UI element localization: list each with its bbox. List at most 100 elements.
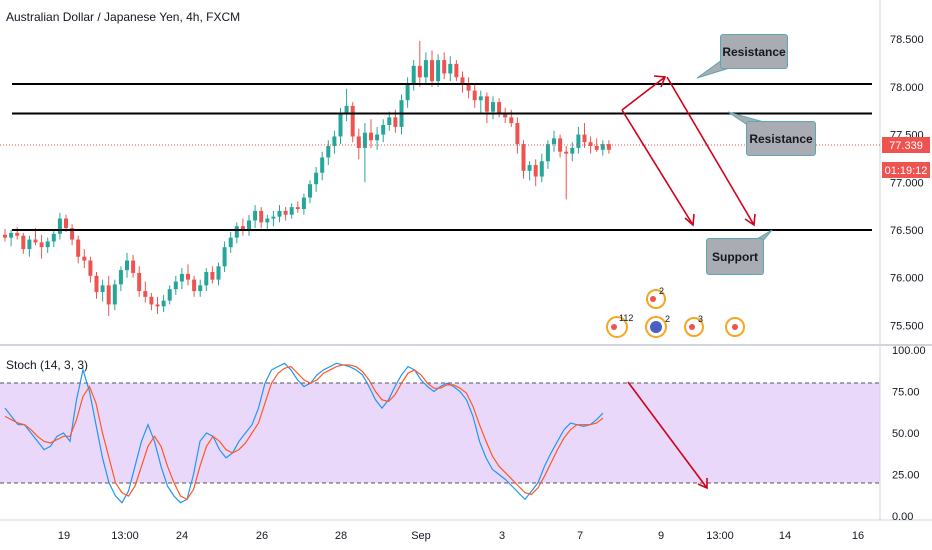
candle-body: [369, 132, 373, 141]
candle-body: [606, 144, 611, 150]
callout-text: Support: [712, 249, 758, 264]
candle-body: [247, 220, 251, 230]
stoch-k-line: [4, 362, 604, 504]
candle-body: [472, 90, 477, 101]
candle-body: [265, 218, 270, 223]
time-tick-label: 14: [779, 530, 791, 542]
candle-body: [125, 260, 129, 271]
candle-body: [509, 117, 514, 124]
candle-body: [161, 300, 166, 307]
candle-body: [564, 151, 569, 154]
candle-body: [533, 165, 538, 177]
candle-body: [588, 142, 593, 146]
candle-body: [314, 172, 319, 185]
event-marker-dot: [689, 324, 695, 330]
candle-body: [33, 239, 38, 243]
candle-body: [515, 123, 520, 145]
event-marker-flag: [650, 321, 662, 333]
candle-body: [15, 232, 20, 236]
candle-body: [222, 247, 227, 267]
candle-body: [253, 210, 258, 221]
candle-body: [100, 285, 105, 293]
event-markers[interactable]: 112 2 2 3: [606, 286, 745, 338]
candle-body: [112, 284, 117, 305]
candle-body: [234, 226, 239, 238]
callout-text: Resistance: [749, 131, 813, 146]
candle-body: [283, 210, 288, 215]
candle-body: [228, 237, 233, 248]
candle-body: [362, 132, 367, 148]
resistance-callout-lower[interactable]: Resistance: [746, 121, 816, 156]
candle-body: [594, 146, 599, 150]
candle-body: [491, 102, 495, 112]
candle-body: [405, 83, 410, 101]
event-count: 112: [619, 313, 633, 323]
candle-body: [552, 138, 556, 145]
candle-body: [82, 256, 87, 261]
candle-body: [289, 207, 294, 215]
time-tick-label: 26: [256, 530, 268, 542]
candle-body: [106, 285, 111, 305]
candle-body: [344, 105, 349, 114]
candle-body: [216, 266, 221, 280]
candle-body: [21, 235, 26, 250]
stoch-lines: [4, 362, 604, 504]
price-tick-label: 77.000: [890, 177, 924, 189]
time-axis: 19 13:00 24 26 28 Sep 3 7 9 13:00 14 16: [58, 530, 864, 542]
candle-body: [259, 210, 264, 223]
price-tick-label: 78.500: [890, 34, 924, 46]
candle-body: [539, 161, 544, 177]
time-tick-label: 13:00: [706, 530, 734, 542]
candle-body: [417, 65, 422, 78]
time-tick-label: 28: [335, 530, 347, 542]
time-tick-label: 19: [58, 530, 70, 542]
arrow-down-to-support-2: [666, 76, 755, 226]
support-callout[interactable]: Support: [706, 238, 764, 275]
candle-body: [137, 272, 142, 292]
event-count: 2: [665, 314, 670, 324]
candle-body: [94, 275, 99, 293]
candle-body: [527, 165, 532, 171]
candle-body: [411, 65, 416, 83]
candle-body: [301, 197, 306, 209]
event-marker-dot: [611, 324, 617, 330]
time-tick-label: 24: [176, 530, 188, 542]
time-tick-label: 13:00: [111, 530, 139, 542]
price-axis: 78.50078.00077.50077.00076.50076.00075.5…: [890, 34, 926, 523]
candle-body: [442, 60, 447, 74]
candle-body: [338, 113, 343, 137]
event-marker-dot: [650, 296, 656, 302]
candle-body: [332, 136, 337, 146]
resistance-callout-upper[interactable]: Resistance: [720, 34, 788, 69]
stoch-tick-label: 75.00: [892, 387, 920, 399]
candle-body: [448, 63, 453, 74]
stoch-d-line: [4, 364, 604, 501]
candle-body: [271, 216, 276, 219]
arrow-up-to-resistance: [621, 76, 666, 111]
analysis-arrows[interactable]: [621, 75, 756, 490]
candle-body: [393, 117, 398, 127]
arrow-stoch-down: [627, 381, 708, 489]
stoch-legend[interactable]: Stoch (14, 3, 3): [6, 358, 89, 372]
candle-body: [204, 272, 209, 286]
candle-body: [466, 84, 471, 91]
candle-body: [350, 105, 355, 137]
arrowhead: [653, 75, 667, 88]
last-price-tag-text: 77.339: [889, 140, 923, 152]
candle-body: [356, 136, 361, 148]
stoch-tick-label: 50.00: [892, 428, 920, 440]
candle-body: [454, 63, 459, 78]
symbol-legend[interactable]: Australian Dollar / Japanese Yen, 4h, FX…: [6, 10, 241, 24]
callout-text: Resistance: [722, 44, 786, 59]
candle-body: [118, 270, 123, 285]
stoch-tick-label: 0.00: [892, 511, 913, 523]
last-price-tag: [882, 137, 930, 153]
price-tick-label: 78.000: [890, 82, 924, 94]
candle-body: [167, 289, 172, 301]
candle-body: [88, 260, 93, 276]
time-tick-label: 3: [499, 530, 505, 542]
candle-body: [484, 96, 489, 112]
arrowhead: [697, 478, 708, 490]
candles: [3, 41, 611, 316]
